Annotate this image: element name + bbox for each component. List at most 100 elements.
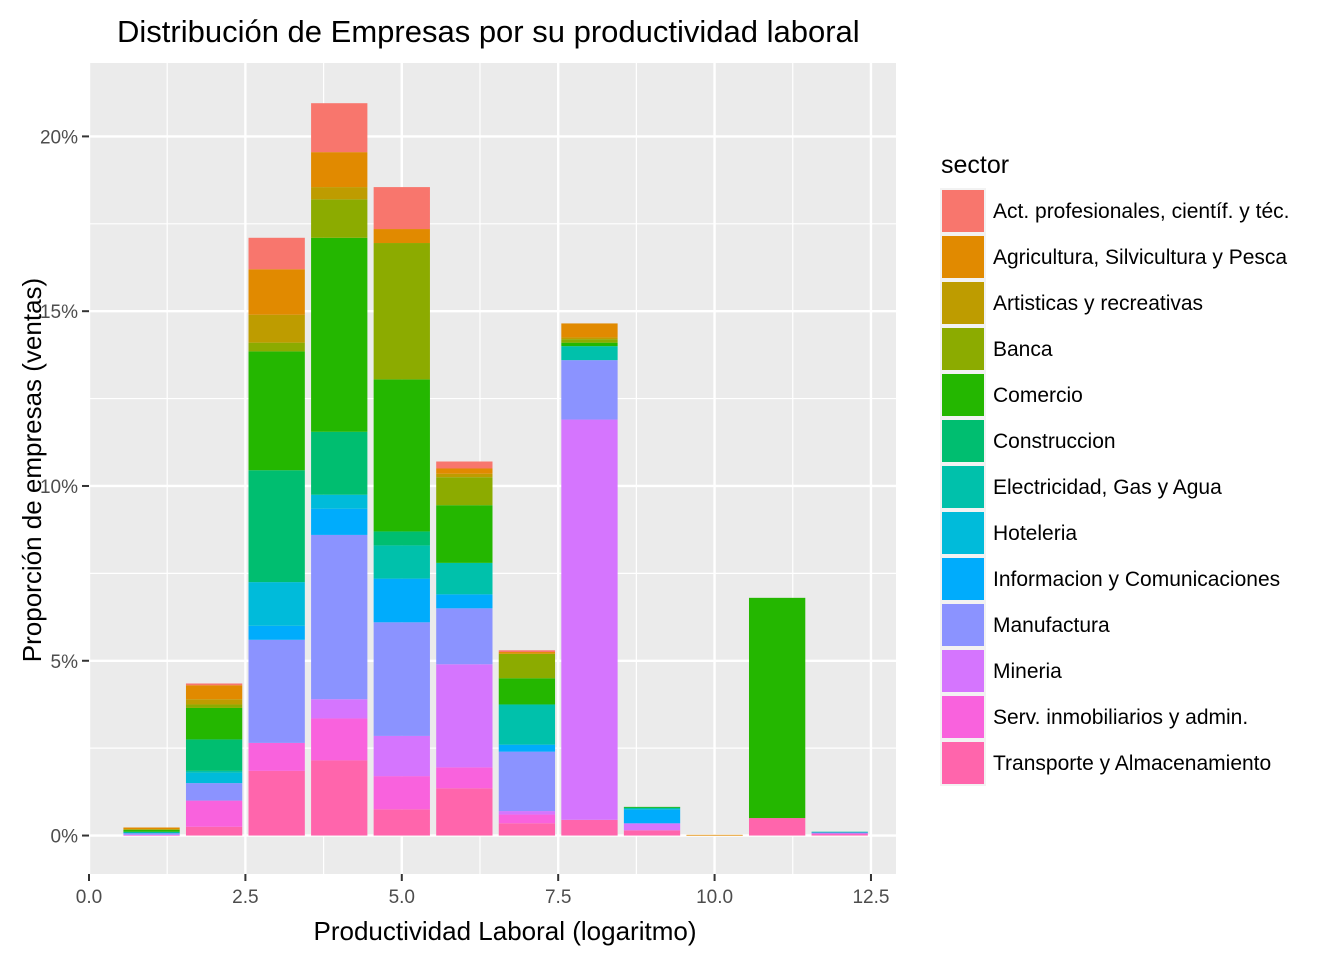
x-tick-label: 7.5	[545, 887, 571, 908]
legend-swatch	[942, 742, 984, 784]
legend-swatch	[942, 328, 984, 370]
bar-segment	[561, 419, 618, 820]
bar-segment	[498, 650, 556, 653]
x-tick-label: 5.0	[389, 887, 415, 908]
bar-segment	[811, 831, 868, 833]
bar-segment	[436, 767, 493, 789]
bar-segment	[311, 187, 368, 200]
bar-segment	[498, 811, 556, 815]
legend-label: Comercio	[993, 384, 1083, 407]
bar-segment	[748, 818, 806, 836]
bar-segment	[311, 237, 368, 432]
bar-segment	[561, 323, 618, 338]
bar-segment	[311, 431, 368, 495]
bar-segment	[185, 770, 243, 773]
y-tick-label: 20%	[40, 127, 78, 148]
bar-segment	[185, 685, 243, 700]
legend-label: Manufactura	[993, 614, 1110, 637]
legend-swatch	[942, 604, 984, 646]
legend-swatch	[942, 236, 984, 278]
bar-segment	[123, 831, 180, 833]
x-tick-label: 2.5	[232, 887, 258, 908]
bar-segment	[123, 834, 180, 836]
bar-segment	[623, 806, 681, 808]
bar-segment	[436, 461, 493, 469]
bar-segment	[498, 814, 556, 824]
bar-segment	[623, 809, 681, 824]
bar-segment	[748, 597, 806, 819]
bar-segment	[248, 351, 305, 471]
bar-segment	[436, 664, 493, 768]
y-tick-label: 10%	[40, 477, 78, 498]
gridlines	[87, 63, 896, 874]
bar-segment	[123, 833, 180, 835]
legend-title: sector	[941, 151, 1009, 179]
bar-segment	[248, 314, 305, 343]
bar-segment	[561, 360, 618, 420]
x-axis-title: Productividad Laboral (logaritmo)	[314, 916, 697, 946]
bar-segment	[498, 678, 556, 705]
x-tick-label: 10.0	[696, 887, 733, 908]
bar-segment	[373, 379, 430, 532]
bar-segment	[311, 508, 368, 535]
bar-segment	[185, 772, 243, 784]
bar-segment	[185, 704, 243, 708]
bar-segment	[373, 229, 430, 244]
legend-swatch	[942, 696, 984, 738]
bar-segment	[436, 594, 493, 609]
bar-segment	[623, 823, 681, 831]
axes: 0.0 2.5 5.0 7.5 10.0 12.5 0% 5% 10% 15% 20%	[40, 127, 890, 908]
legend-swatch	[942, 374, 984, 416]
bar-segment	[311, 718, 368, 761]
bar-segment	[436, 477, 493, 506]
bar-segment	[373, 545, 430, 579]
bar-segment	[436, 788, 493, 836]
bar-segment	[248, 237, 305, 270]
bar-segment	[248, 625, 305, 640]
bar-segment	[248, 742, 305, 771]
bar-segment	[311, 534, 368, 700]
legend-label: Transporte y Almacenamiento	[993, 752, 1271, 775]
bars	[123, 103, 868, 836]
bar-segment	[561, 337, 618, 340]
legend-swatch	[942, 558, 984, 600]
bar-segment	[123, 832, 180, 834]
legend-swatch	[942, 466, 984, 508]
bar-segment	[248, 582, 305, 626]
bar-segment	[498, 653, 556, 679]
bar-segment	[373, 776, 430, 810]
legend-label: Construccion	[993, 430, 1116, 453]
bar-segment	[248, 342, 305, 352]
legend: sector Act. profesionales, científ. y té…	[940, 151, 1289, 786]
bar-segment	[248, 770, 305, 836]
bar-segment	[436, 468, 493, 474]
bar-segment	[436, 608, 493, 665]
bar-segment	[185, 783, 243, 801]
bar-segment	[686, 834, 743, 836]
legend-swatch	[942, 282, 984, 324]
legend-label: Act. profesionales, científ. y téc.	[993, 200, 1289, 223]
bar-segment	[248, 470, 305, 583]
bar-segment	[311, 760, 368, 836]
bar-segment	[498, 704, 556, 745]
bar-segment	[811, 834, 868, 836]
bar-segment	[123, 829, 180, 831]
bar-segment	[436, 505, 493, 563]
bar-segment	[311, 152, 368, 188]
bar-segment	[123, 829, 180, 832]
bar-segment	[498, 744, 556, 752]
legend-swatch	[942, 512, 984, 554]
legend-label: Artisticas y recreativas	[993, 292, 1203, 315]
bar-segment	[185, 739, 243, 771]
bar-segment	[185, 707, 243, 740]
bar-segment	[498, 652, 556, 654]
bar-segment	[311, 199, 368, 238]
bar-segment	[311, 494, 368, 509]
bar-segment	[373, 531, 430, 546]
y-tick-label: 0%	[51, 827, 79, 848]
bar-segment	[498, 751, 556, 812]
legend-label: Hoteleria	[993, 522, 1077, 545]
bar-segment	[623, 807, 681, 810]
bar-segment	[436, 562, 493, 595]
bar-segment	[561, 342, 618, 347]
